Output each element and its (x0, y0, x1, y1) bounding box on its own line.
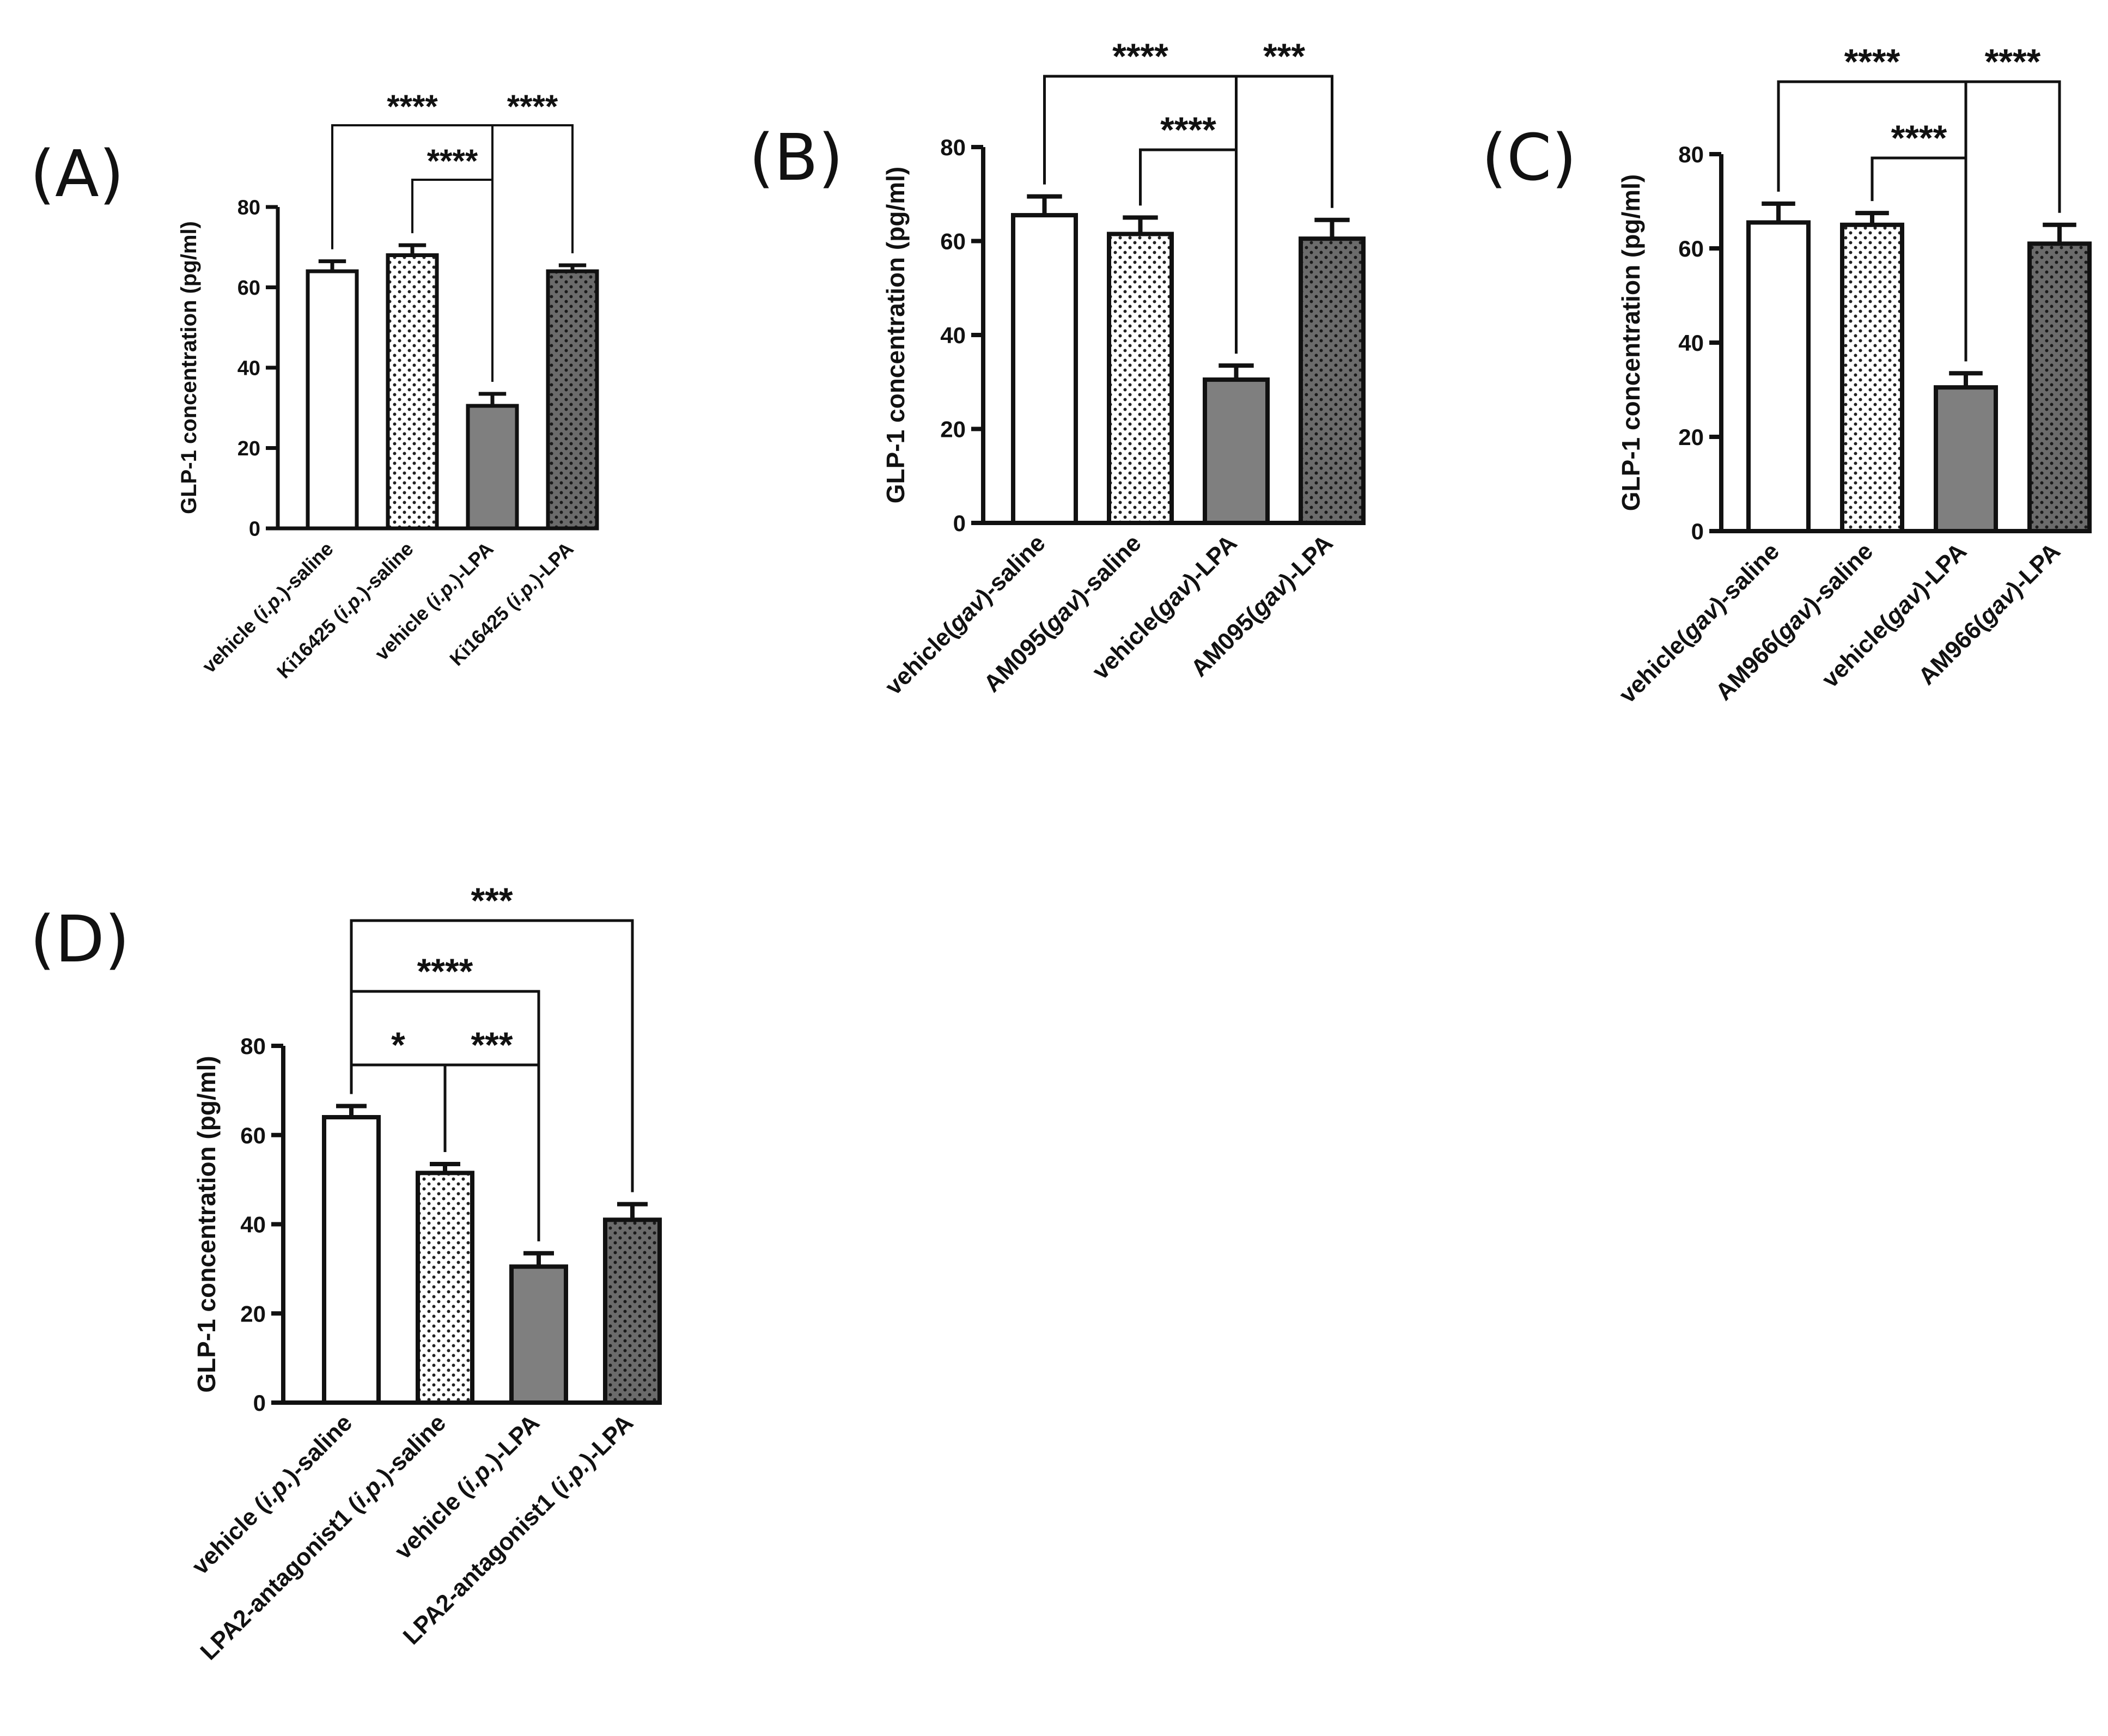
bar (509, 1264, 568, 1405)
significance-label: **** (1891, 118, 1947, 158)
significance-label: *** (471, 880, 513, 921)
y-tick-label: 20 (240, 1301, 266, 1326)
significance-label: **** (1985, 41, 2041, 82)
significance-label: *** (471, 1025, 513, 1065)
significance-label: **** (427, 143, 478, 179)
significance-label: **** (1844, 41, 1900, 82)
y-tick-label: 60 (237, 277, 260, 300)
y-tick-label: 80 (237, 197, 260, 220)
bar (1746, 220, 1811, 533)
bar (386, 253, 439, 531)
significance-label: **** (507, 88, 558, 125)
significance-label: **** (1160, 109, 1216, 150)
y-axis-label: GLP-1 concentration (pg/ml) (177, 221, 201, 514)
bar (1011, 213, 1078, 525)
y-tick-label: 0 (1691, 519, 1704, 544)
significance-bracket (443, 1063, 540, 1241)
y-tick-label: 20 (1678, 424, 1704, 450)
panel-letter: (C) (1482, 120, 1576, 195)
bar (546, 269, 599, 531)
bar (1107, 232, 1174, 525)
bar (322, 1115, 381, 1405)
bar (466, 404, 519, 531)
y-tick-label: 20 (940, 417, 966, 442)
category-label: AM095(gav)-saline (979, 529, 1147, 697)
y-tick-label: 80 (1678, 142, 1704, 167)
y-tick-label: 40 (940, 322, 966, 348)
category-label: Ki16425 (i.p.)-saline (272, 538, 418, 683)
panel-d: (D) 0 20 40 60 80 GLP-1 concentration (pg/ml) v… (30, 880, 662, 1665)
significance-label: *** (1263, 36, 1305, 76)
y-tick-label: 80 (240, 1033, 266, 1059)
panel-letter: (B) (749, 120, 843, 195)
y-tick-label: 40 (1678, 330, 1704, 356)
panel-letter: (D) (30, 901, 130, 977)
y-axis-label: GLP-1 concentration (pg/ml) (1617, 174, 1645, 511)
y-tick-label: 60 (1678, 236, 1704, 261)
panel-letter: (A) (30, 136, 124, 211)
bar (1840, 222, 1904, 533)
y-tick-label: 20 (237, 437, 260, 460)
category-label: vehicle (i.p.)-saline (198, 538, 338, 678)
y-tick-label: 0 (253, 1390, 266, 1416)
y-tick-label: 40 (237, 357, 260, 380)
bar (1299, 236, 1366, 525)
y-tick-label: 80 (940, 135, 966, 160)
y-tick-label: 60 (240, 1123, 266, 1148)
panel-c: (C) 0 20 40 60 80 GLP-1 concentration (pg/ml) v… (1482, 41, 2092, 708)
bar (603, 1217, 662, 1405)
category-label: vehicle (i.p.)-saline (187, 1409, 357, 1580)
significance-label: * (391, 1025, 405, 1065)
panel-b: (B) 0 20 40 60 80 GLP-1 concentration (pg/ml) v… (749, 36, 1366, 700)
y-tick-label: 0 (249, 518, 260, 541)
bar (416, 1171, 474, 1405)
bar (2027, 241, 2092, 534)
significance-label: **** (417, 951, 473, 991)
significance-bracket (1139, 148, 1238, 354)
significance-bracket (1871, 156, 1967, 362)
significance-label: **** (1112, 36, 1168, 76)
significance-label: **** (387, 88, 438, 125)
y-tick-label: 0 (953, 510, 966, 536)
y-axis-label: GLP-1 concentration (pg/ml) (881, 167, 910, 503)
category-label: vehicle(gav)-saline (880, 529, 1050, 700)
bar (1934, 385, 1998, 533)
category-label: vehicle(gav)-saline (1614, 538, 1784, 708)
bar (306, 269, 359, 531)
y-tick-label: 60 (940, 229, 966, 254)
y-tick-label: 40 (240, 1212, 266, 1238)
category-label: AM966(gav)-saline (1710, 538, 1878, 705)
y-axis-label: GLP-1 concentration (pg/ml) (192, 1056, 221, 1392)
significance-bracket (411, 179, 494, 382)
bar (1203, 377, 1270, 525)
panel-a: (A) 0 20 40 60 80 GLP-1 concentration (pg/ml) v… (30, 88, 599, 683)
